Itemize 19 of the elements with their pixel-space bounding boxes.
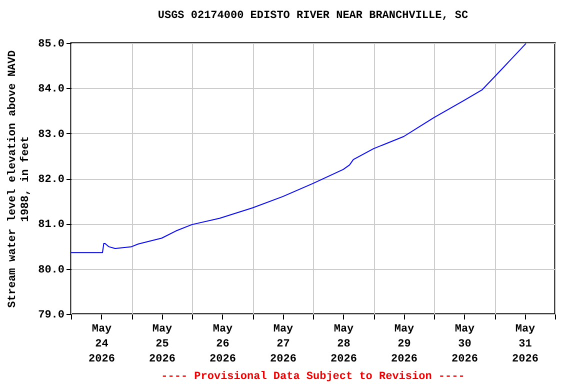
x-tick-label: May 25 2026 [149, 324, 176, 366]
text: ---- Provisional Data Subject to Revision ---- [161, 371, 465, 383]
x-tick-label: May 26 2026 [210, 324, 236, 366]
x-tick-label: May 29 2026 [391, 324, 418, 366]
x-tick-label: May 30 2026 [452, 324, 478, 366]
y-tick-label: 81.0 [38, 219, 64, 232]
y-tick-label: 79.0 [38, 310, 64, 322]
y-tick-label: 85.0 [38, 38, 64, 50]
chart-title: USGS 02174000 EDISTO RIVER NEAR BRANCHVILLE, SC [158, 10, 469, 22]
y-tick-label: 80.0 [38, 264, 64, 276]
x-tick-label: May 24 2026 [88, 324, 115, 366]
y-tick-label: 82.0 [38, 174, 64, 186]
x-tick-label: May 31 2026 [512, 324, 538, 366]
x-tick-label: May 28 2026 [330, 324, 357, 366]
y-axis-title: Stream water level elevation above NAVD 1988, in feet [7, 50, 32, 308]
y-tick-label: 84.0 [38, 84, 64, 96]
x-tick-label: May 27 2026 [270, 324, 296, 366]
y-tick-label: 83.0 [38, 128, 64, 141]
line-series [70, 42, 527, 254]
